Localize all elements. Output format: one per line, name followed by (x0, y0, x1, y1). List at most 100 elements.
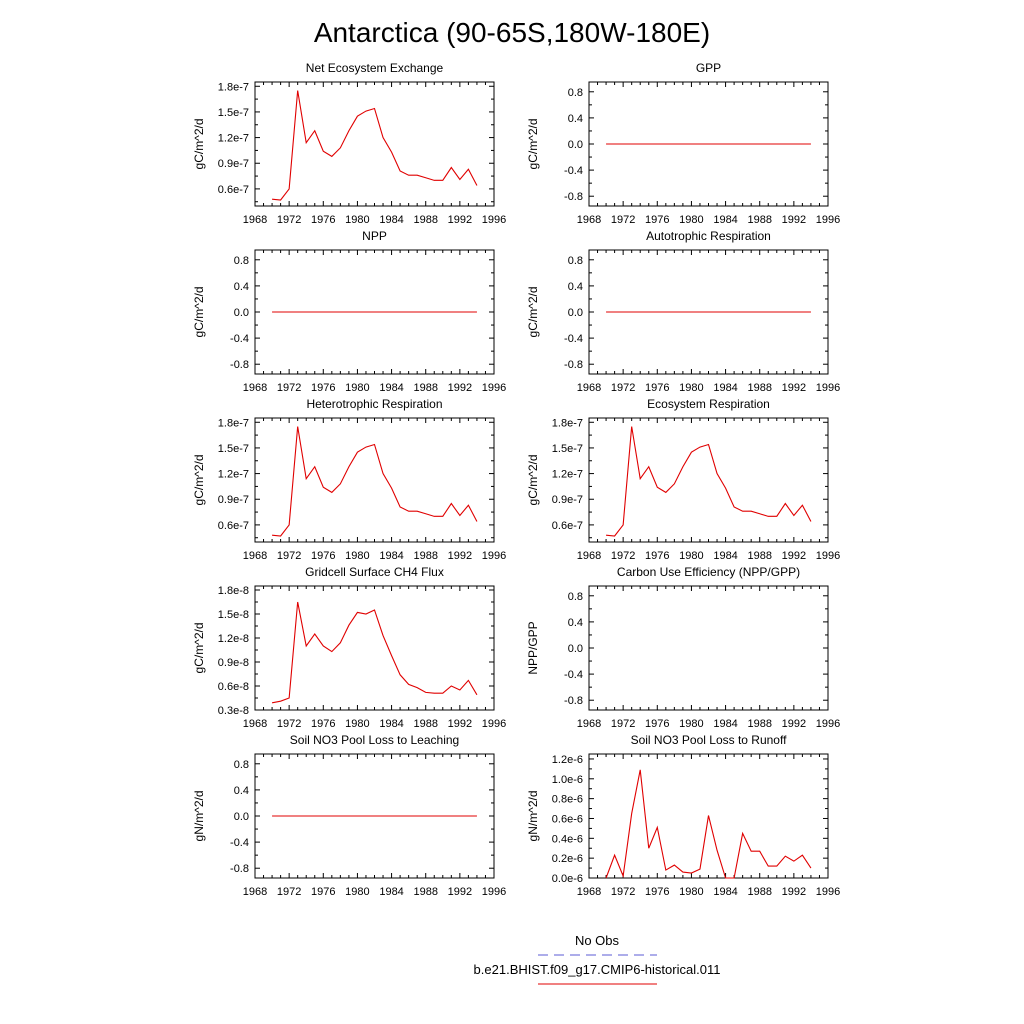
x-tick-label: 1996 (482, 550, 506, 562)
x-tick-label: 1984 (379, 214, 403, 226)
x-tick-label: 1988 (413, 214, 437, 226)
x-tick-label: 1988 (747, 550, 771, 562)
y-tick-label: 1.0e-6 (552, 774, 583, 786)
y-tick-label: 0.0e-6 (552, 873, 583, 885)
x-tick-label: 1980 (345, 886, 369, 898)
x-tick-label: 1988 (747, 382, 771, 394)
y-tick-label: -0.4 (230, 837, 249, 849)
y-tick-label: -0.8 (230, 359, 249, 371)
y-tick-label: -0.4 (564, 333, 583, 345)
y-tick-label: -0.8 (230, 863, 249, 875)
x-tick-label: 1992 (782, 382, 806, 394)
panel-carbon-use-efficiency-npp-gpp: Carbon Use Efficiency (NPP/GPP) 1968 1972 1… (526, 565, 840, 730)
x-tick-label: 1992 (782, 214, 806, 226)
panel-title: Ecosystem Respiration (647, 397, 770, 411)
y-tick-label: 1.8e-7 (552, 417, 583, 429)
panel-npp: NPP 1968 1972 1976 1980 1984 1988 1992 1996 -0.8 -… (192, 229, 506, 394)
y-tick-label: 1.8e-8 (218, 585, 249, 597)
legend: No Obs b.e21.BHIST.f09_g17.CMIP6-histori… (474, 933, 721, 985)
y-tick-label: 0.0 (568, 307, 583, 319)
x-tick-label: 1996 (482, 382, 506, 394)
x-tick-label: 1976 (645, 886, 669, 898)
x-tick-label: 1968 (243, 718, 267, 730)
y-axis-label: gC/m^2/d (526, 455, 540, 506)
panel-title: Gridcell Surface CH4 Flux (305, 565, 444, 579)
panel-title: Soil NO3 Pool Loss to Leaching (290, 733, 459, 747)
x-tick-label: 1996 (482, 886, 506, 898)
x-tick-label: 1968 (577, 718, 601, 730)
y-tick-label: -0.8 (564, 191, 583, 203)
x-tick-label: 1980 (679, 550, 703, 562)
x-tick-label: 1992 (448, 886, 472, 898)
x-tick-label: 1972 (277, 886, 301, 898)
x-tick-label: 1996 (816, 718, 840, 730)
legend-label-model: b.e21.BHIST.f09_g17.CMIP6-historical.011 (474, 962, 721, 977)
y-tick-label: 1.5e-7 (218, 443, 249, 455)
x-tick-label: 1980 (679, 886, 703, 898)
x-tick-label: 1996 (816, 550, 840, 562)
x-tick-label: 1980 (345, 382, 369, 394)
y-tick-label: 0.6e-6 (552, 813, 583, 825)
series-line-net-ecosystem-exchange (272, 90, 478, 201)
x-tick-label: 1976 (645, 214, 669, 226)
x-tick-label: 1988 (747, 886, 771, 898)
plot-frame (254, 417, 495, 543)
x-tick-label: 1972 (277, 382, 301, 394)
x-tick-label: 1988 (413, 718, 437, 730)
x-tick-label: 1980 (345, 550, 369, 562)
x-tick-label: 1992 (448, 718, 472, 730)
y-tick-label: 0.4 (568, 113, 583, 125)
y-tick-label: 1.5e-7 (218, 107, 249, 119)
y-axis-label: NPP/GPP (526, 621, 540, 674)
x-tick-label: 1972 (611, 718, 635, 730)
x-tick-label: 1984 (379, 718, 403, 730)
y-tick-label: 0.4 (234, 281, 249, 293)
x-tick-label: 1980 (345, 718, 369, 730)
x-tick-label: 1996 (816, 214, 840, 226)
x-tick-label: 1976 (311, 718, 335, 730)
y-axis-label: gN/m^2/d (192, 791, 206, 842)
x-tick-label: 1980 (679, 382, 703, 394)
panel-ecosystem-respiration: Ecosystem Respiration 1968 1972 1976 1980 198… (526, 397, 840, 562)
y-axis-label: gC/m^2/d (192, 119, 206, 170)
y-tick-label: 0.4 (568, 617, 583, 629)
y-tick-label: -0.8 (564, 695, 583, 707)
y-tick-label: -0.4 (564, 165, 583, 177)
y-tick-label: 0.8 (234, 759, 249, 771)
x-tick-label: 1992 (448, 550, 472, 562)
series-line-soil-no3-pool-loss-to-runoff (605, 769, 812, 879)
y-tick-label: 0.8 (234, 255, 249, 267)
x-tick-label: 1984 (713, 886, 737, 898)
panel-soil-no3-pool-loss-to-runoff: Soil NO3 Pool Loss to Runoff 1968 1972 1976… (526, 733, 840, 898)
plot-frame (254, 81, 495, 207)
panel-title: NPP (362, 229, 387, 243)
x-tick-label: 1992 (448, 382, 472, 394)
x-tick-label: 1992 (448, 214, 472, 226)
y-tick-label: 0.4 (234, 785, 249, 797)
x-tick-label: 1968 (577, 382, 601, 394)
panel-gridcell-surface-ch4-flux: Gridcell Surface CH4 Flux 1968 1972 1976 198… (192, 565, 506, 730)
y-axis-label: gC/m^2/d (526, 119, 540, 170)
x-tick-label: 1976 (311, 214, 335, 226)
y-tick-label: 0.8e-6 (552, 794, 583, 806)
y-axis-label: gC/m^2/d (192, 455, 206, 506)
x-tick-label: 1984 (379, 550, 403, 562)
x-tick-label: 1984 (713, 214, 737, 226)
x-tick-label: 1968 (243, 382, 267, 394)
y-tick-label: 0.8 (568, 591, 583, 603)
panel-net-ecosystem-exchange: Net Ecosystem Exchange 1968 1972 1976 1980 19… (192, 61, 506, 226)
y-tick-label: 0.9e-7 (552, 494, 583, 506)
x-tick-label: 1984 (713, 718, 737, 730)
y-tick-label: 0.6e-7 (552, 520, 583, 532)
x-tick-label: 1968 (577, 214, 601, 226)
y-tick-label: -0.4 (564, 669, 583, 681)
x-tick-label: 1972 (611, 550, 635, 562)
x-tick-label: 1992 (782, 550, 806, 562)
x-tick-label: 1988 (413, 382, 437, 394)
panels-group: Net Ecosystem Exchange 1968 1972 1976 1980 19… (192, 61, 840, 898)
y-tick-label: 1.2e-7 (218, 133, 249, 145)
y-tick-label: 0.4e-6 (552, 833, 583, 845)
y-tick-label: 0.2e-6 (552, 853, 583, 865)
y-tick-label: 0.6e-8 (218, 681, 249, 693)
